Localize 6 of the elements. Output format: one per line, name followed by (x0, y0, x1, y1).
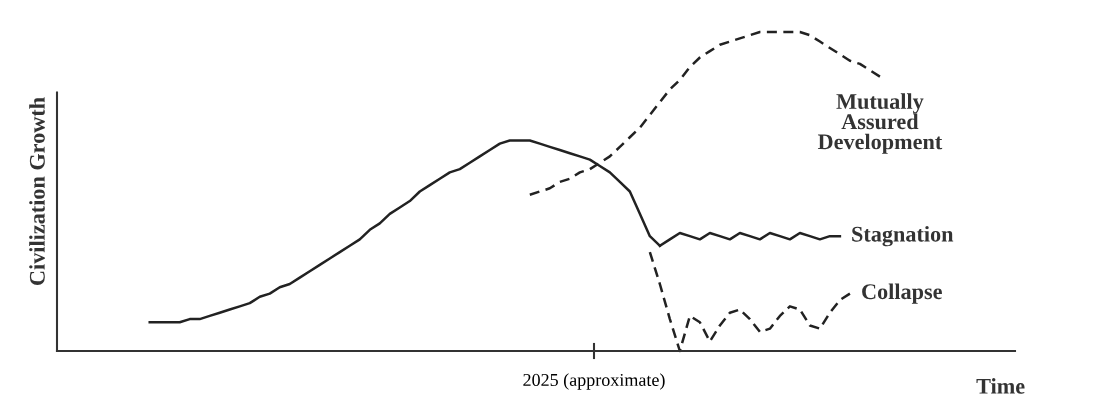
series-label: Stagnation (852, 226, 954, 247)
series-label: Collapse (862, 283, 942, 304)
text: Mutually Assured Development (817, 93, 943, 154)
y-axis-title: Civilization Growth (29, 97, 45, 285)
x-axis-title: Time (976, 378, 1025, 394)
text: 2025 (approximate) (523, 373, 665, 390)
